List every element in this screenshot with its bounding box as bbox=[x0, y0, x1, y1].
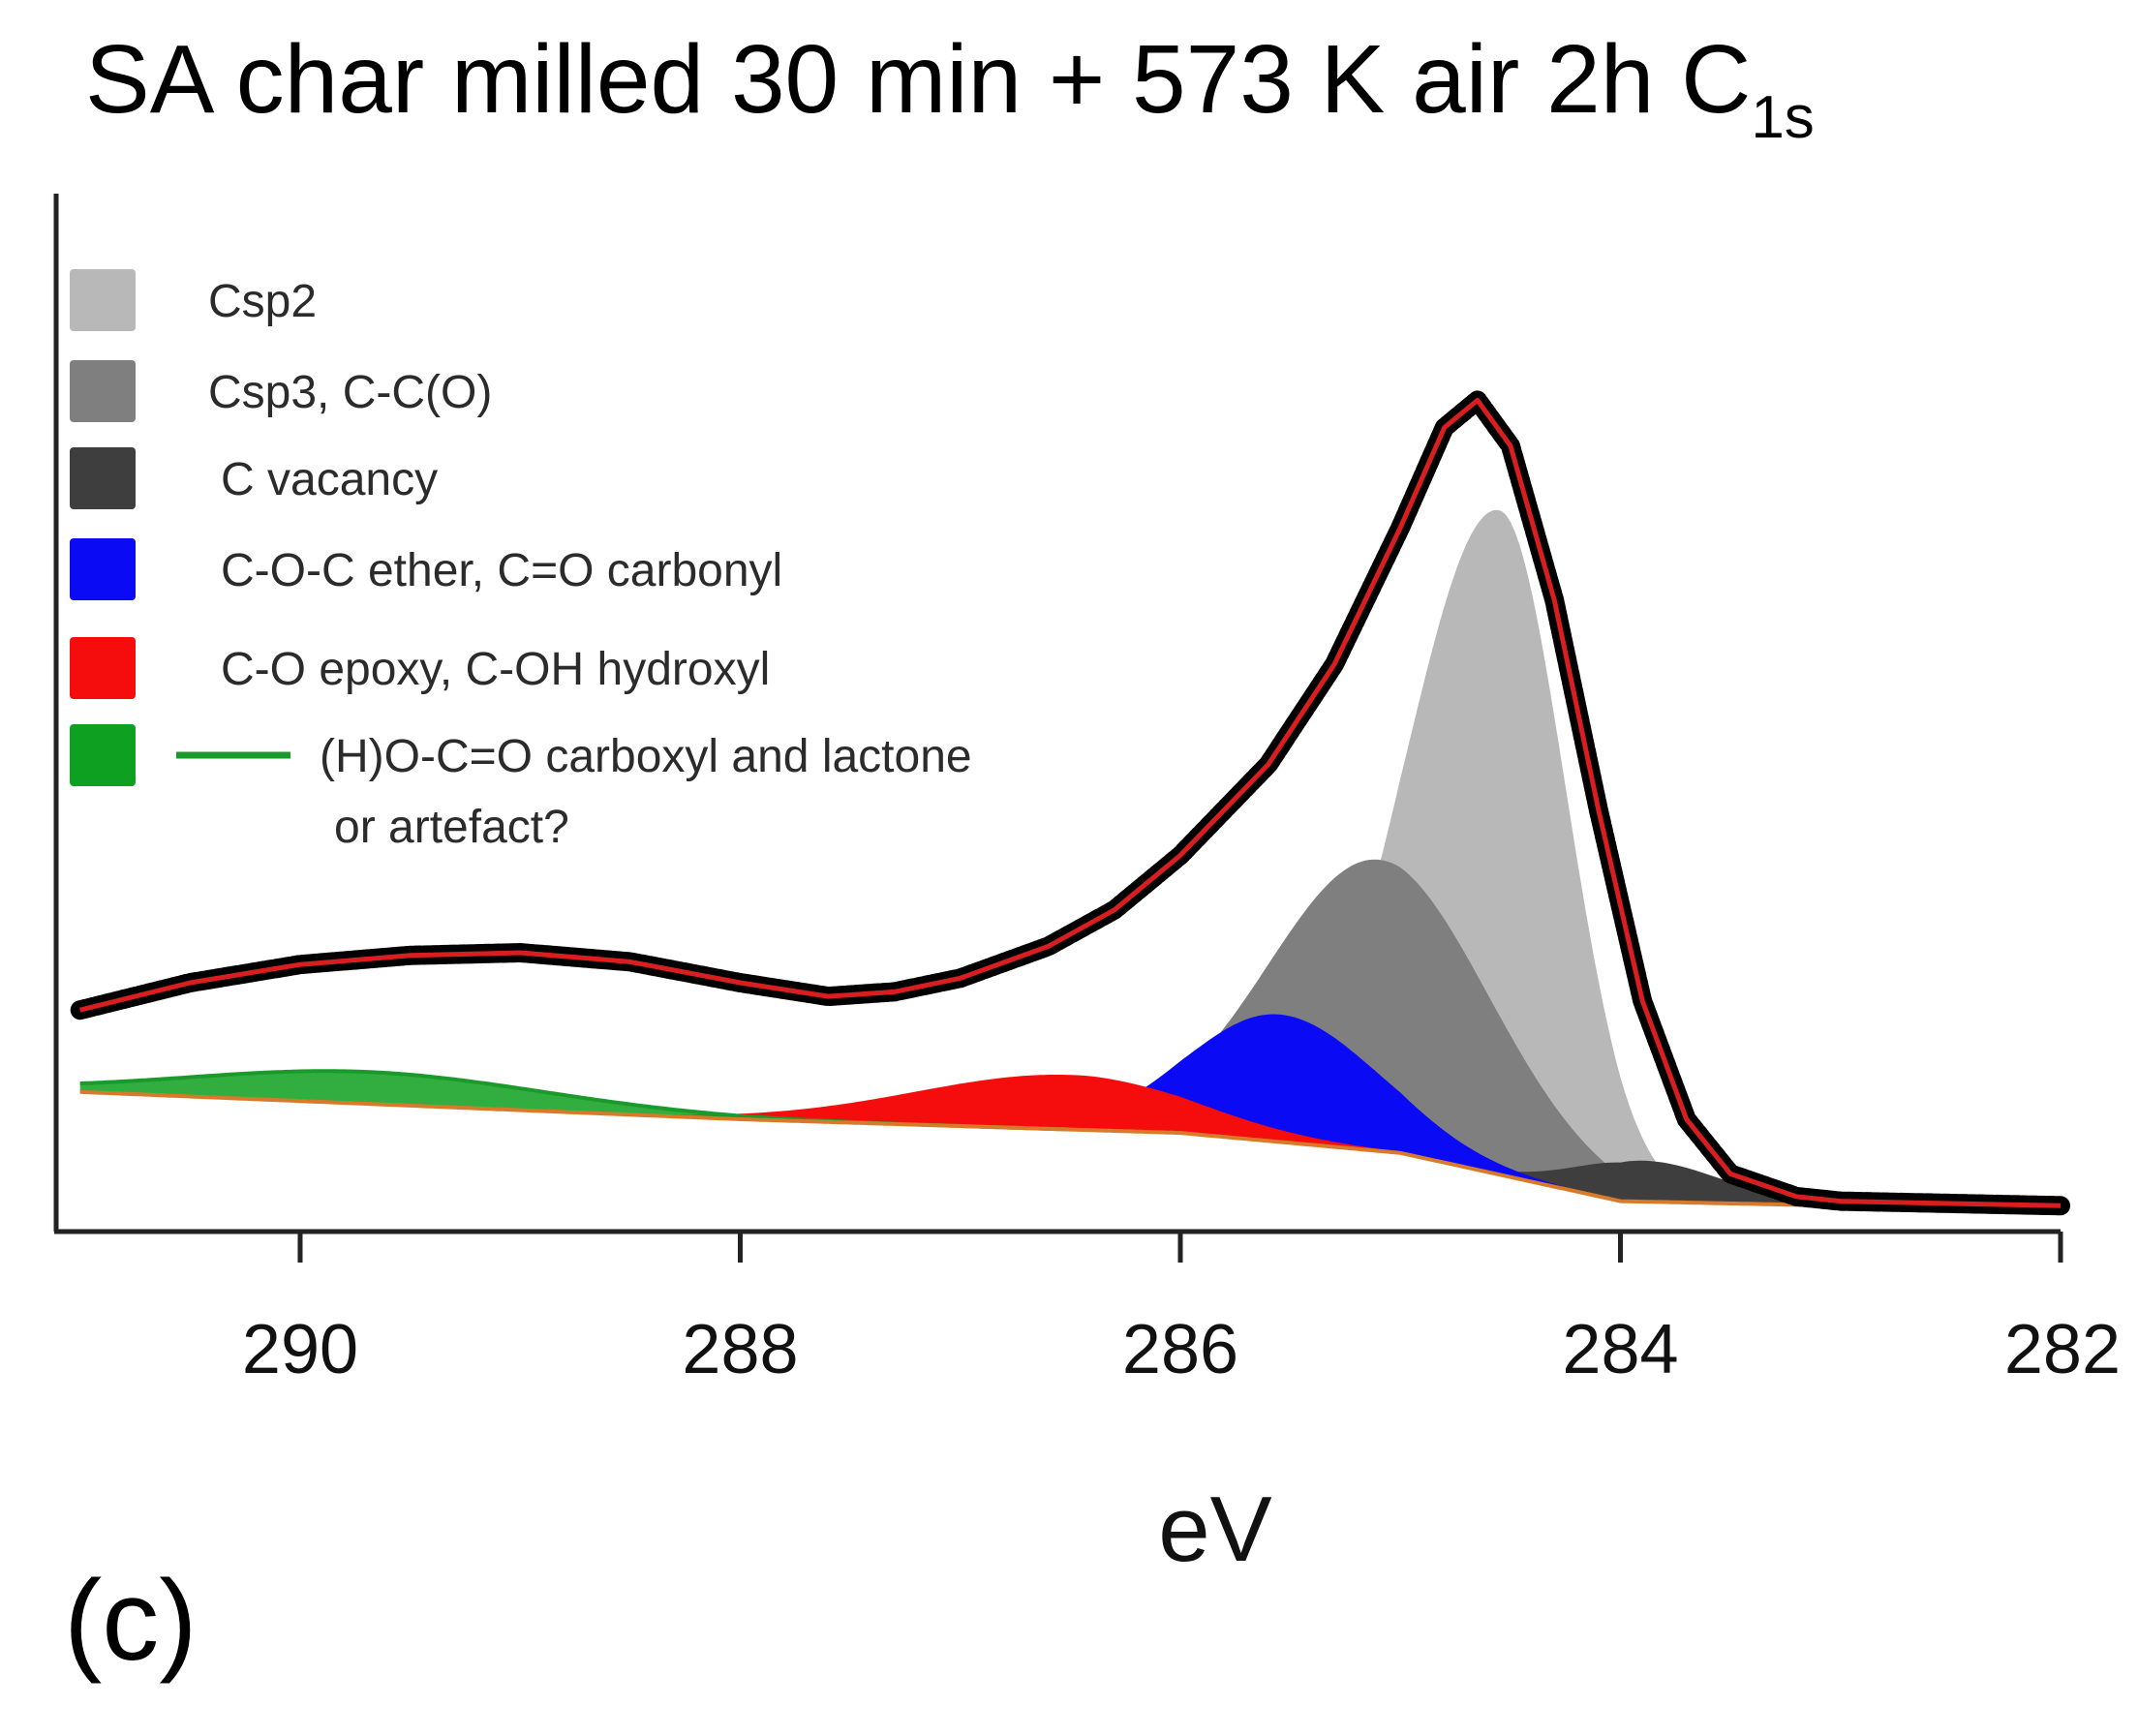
legend-swatch-2 bbox=[70, 360, 136, 422]
x-tick-label: 288 bbox=[682, 1311, 798, 1388]
x-axis-label: eV bbox=[1158, 1477, 1271, 1581]
legend-label-3: C vacancy bbox=[221, 454, 438, 505]
x-tick-label: 286 bbox=[1122, 1311, 1238, 1388]
chart-title-subscript: 1s bbox=[1751, 84, 1815, 151]
background-line bbox=[79, 1089, 2061, 1208]
legend-swatch-6 bbox=[70, 724, 136, 786]
x-tick-label: 282 bbox=[2004, 1311, 2121, 1388]
legend-label-6-line2: or artefact? bbox=[334, 802, 569, 853]
component-area-3 bbox=[79, 1091, 2062, 1206]
legend-label-5: C-O epoxy, C-OH hydroxyl bbox=[221, 644, 770, 695]
fit-envelope-line bbox=[79, 397, 2062, 1208]
component-area-5 bbox=[79, 1075, 2062, 1206]
x-ticks: 290 288 286 284 282 bbox=[242, 1232, 2121, 1388]
legend-swatch-3 bbox=[70, 447, 136, 509]
component-area-6 bbox=[79, 1071, 2062, 1206]
legend-label-4: C-O-C ether, C=O carbonyl bbox=[221, 545, 782, 596]
x-tick-label: 284 bbox=[1562, 1311, 1678, 1388]
legend-swatch-5 bbox=[70, 637, 136, 699]
component-area-1 bbox=[79, 509, 2062, 1206]
fit-lines bbox=[70, 390, 2070, 1216]
legend-swatch-1 bbox=[70, 269, 136, 331]
axes bbox=[53, 194, 2061, 1234]
x-tick-label: 290 bbox=[242, 1311, 358, 1388]
component-area-2 bbox=[79, 859, 2062, 1206]
legend: Csp2 Csp3, C-C(O) C vacancy C-O-C ether, C=… bbox=[70, 269, 972, 853]
legend-label-1: Csp2 bbox=[208, 276, 317, 327]
legend-swatch-4 bbox=[70, 538, 136, 600]
chart-title: SA char milled 30 min + 573 K air 2h C1s bbox=[85, 21, 1815, 151]
panel-label: (c) bbox=[64, 1557, 198, 1685]
chart-title-main: SA char milled 30 min + 573 K air 2h C bbox=[85, 25, 1752, 134]
legend-label-6: (H)O-C=O carboxyl and lactone bbox=[320, 731, 972, 782]
legend-label-2: Csp3, C-C(O) bbox=[208, 367, 492, 418]
component-areas bbox=[79, 509, 2062, 1206]
